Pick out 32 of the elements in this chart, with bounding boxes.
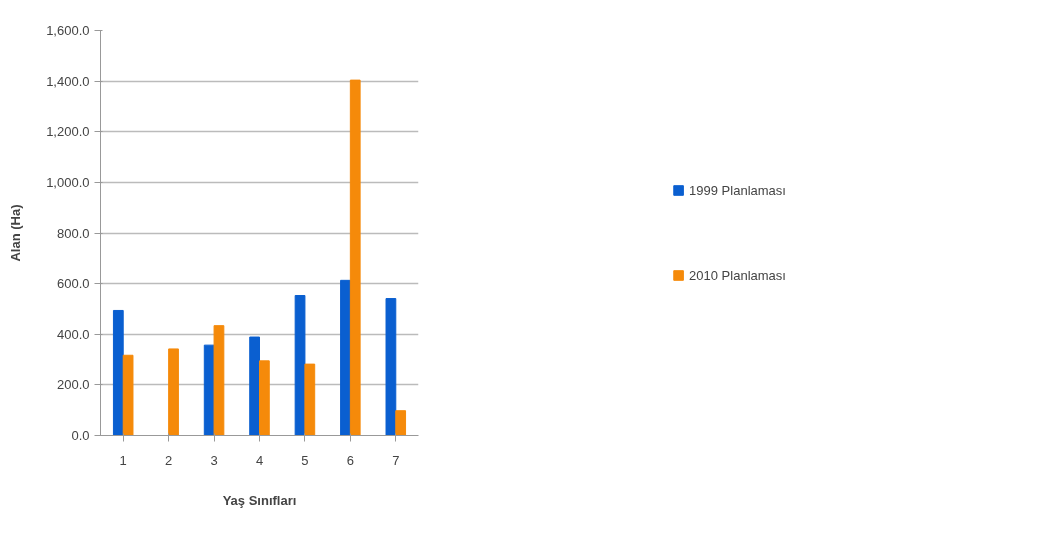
x-tick-label: 6 xyxy=(346,452,354,468)
bar xyxy=(213,325,225,436)
x-axis-title: Yaş Sınıfları xyxy=(222,492,297,508)
bar xyxy=(385,298,397,436)
bar xyxy=(395,410,407,436)
bar xyxy=(249,336,260,436)
x-tick-label: 4 xyxy=(255,452,264,468)
x-tick-label: 7 xyxy=(392,452,400,468)
bar xyxy=(304,363,316,436)
y-tick-label: 1,200.0 xyxy=(46,124,90,140)
y-tick-label: 1,000.0 xyxy=(46,174,90,190)
bar xyxy=(122,354,134,436)
bar xyxy=(294,295,306,436)
bar xyxy=(340,279,351,436)
x-tick-label: 1 xyxy=(119,452,127,468)
y-axis-title: Alan (Ha) xyxy=(8,204,24,262)
x-tick-label: 2 xyxy=(165,452,173,468)
x-tick-label: 3 xyxy=(210,452,218,468)
y-tick-label: 0.0 xyxy=(71,428,90,443)
bar xyxy=(168,348,179,436)
bar xyxy=(112,309,124,436)
bar xyxy=(259,360,270,436)
y-tick-label: 400.0 xyxy=(56,326,90,342)
legend-label: 2010 Planlaması xyxy=(689,267,786,283)
y-tick-label: 800.0 xyxy=(56,225,90,241)
legend-label: 1999 Planlaması xyxy=(689,182,786,198)
y-tick-label: 200.0 xyxy=(56,377,90,393)
bar xyxy=(349,79,361,436)
y-tick-label: 1,400.0 xyxy=(46,73,90,89)
y-tick-label: 600.0 xyxy=(56,276,90,292)
y-tick-label: 1,600.0 xyxy=(46,23,90,38)
x-tick-label: 5 xyxy=(301,452,309,468)
